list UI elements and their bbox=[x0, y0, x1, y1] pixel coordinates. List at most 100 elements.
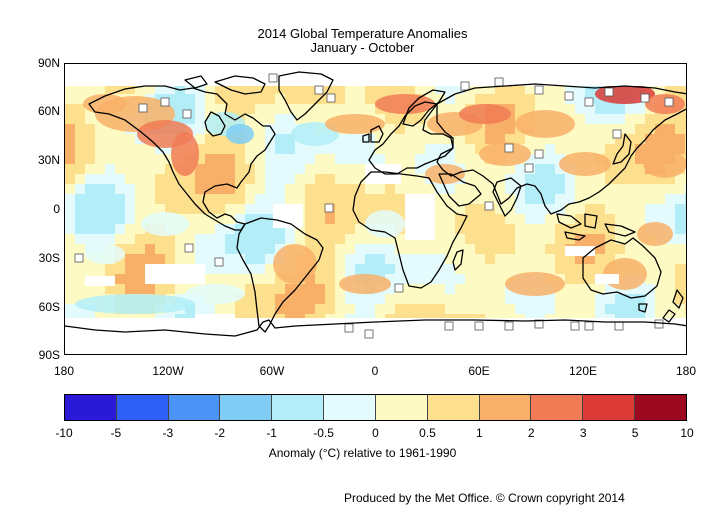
grid-cell bbox=[635, 304, 646, 315]
missing-data-region bbox=[273, 204, 303, 228]
grid-cell bbox=[415, 84, 426, 95]
grid-cell bbox=[395, 234, 406, 245]
grid-cell bbox=[415, 134, 426, 145]
grid-cell bbox=[65, 194, 76, 205]
grid-cell bbox=[675, 274, 686, 285]
grid-cell bbox=[375, 234, 386, 245]
grid-cell bbox=[385, 294, 396, 305]
grid-cell bbox=[675, 204, 686, 215]
grid-cell bbox=[135, 174, 146, 185]
missing-data-square bbox=[494, 77, 504, 87]
grid-cell bbox=[615, 124, 626, 135]
grid-cell bbox=[235, 174, 246, 185]
grid-cell bbox=[485, 84, 496, 95]
grid-cell bbox=[315, 184, 326, 195]
grid-cell bbox=[75, 304, 86, 315]
grid-cell bbox=[605, 114, 616, 125]
grid-cell bbox=[195, 134, 206, 145]
grid-cell bbox=[335, 214, 346, 225]
grid-cell bbox=[465, 294, 476, 305]
grid-cell bbox=[485, 164, 496, 175]
grid-cell bbox=[315, 284, 326, 295]
grid-cell bbox=[275, 304, 286, 315]
missing-data-square bbox=[534, 149, 544, 159]
missing-data-square bbox=[584, 321, 594, 331]
grid-cell bbox=[225, 224, 236, 235]
grid-cell bbox=[295, 114, 306, 125]
grid-cell bbox=[395, 134, 406, 145]
grid-cell bbox=[595, 194, 606, 205]
grid-cell bbox=[175, 284, 186, 295]
grid-cell bbox=[665, 84, 676, 95]
grid-cell bbox=[405, 154, 416, 165]
grid-cell bbox=[255, 274, 266, 285]
grid-cell bbox=[475, 254, 486, 265]
grid-cell bbox=[315, 254, 326, 265]
grid-cell bbox=[205, 194, 216, 205]
lon-label-120e: 120E bbox=[568, 364, 598, 378]
coast-scandinavia bbox=[402, 89, 446, 127]
grid-cell bbox=[225, 214, 236, 225]
grid-cell bbox=[605, 104, 616, 115]
grid-cell bbox=[285, 124, 296, 135]
grid-cell bbox=[615, 164, 626, 175]
grid-cell bbox=[685, 124, 686, 135]
grid-cell bbox=[575, 94, 586, 105]
anomaly-map bbox=[64, 63, 687, 355]
grid-cell bbox=[305, 144, 316, 155]
grid-cell bbox=[435, 154, 446, 165]
grid-cell bbox=[85, 214, 96, 225]
grid-cell bbox=[265, 94, 276, 105]
missing-data-square bbox=[74, 253, 84, 263]
grid-cell bbox=[565, 144, 576, 155]
grid-cell bbox=[355, 134, 366, 145]
grid-cell bbox=[435, 274, 446, 285]
lat-label-60s: 60S bbox=[38, 300, 60, 314]
grid-cell bbox=[635, 134, 646, 145]
grid-cell bbox=[75, 194, 86, 205]
missing-data-region bbox=[65, 64, 686, 86]
grid-cell bbox=[245, 214, 256, 225]
grid-cell bbox=[315, 164, 326, 175]
grid-cell bbox=[125, 134, 136, 145]
grid-cell bbox=[465, 274, 476, 285]
grid-cell bbox=[665, 114, 676, 125]
lon-label-60e: 60E bbox=[468, 364, 490, 378]
grid-cell bbox=[335, 274, 346, 285]
grid-cell bbox=[365, 144, 376, 155]
grid-cell bbox=[365, 244, 376, 255]
grid-cell bbox=[375, 144, 386, 155]
colorbar-tick-label: -10 bbox=[55, 426, 73, 440]
grid-cell bbox=[255, 84, 266, 95]
anomaly-feature bbox=[515, 110, 575, 138]
grid-cell bbox=[325, 254, 336, 265]
grid-cell bbox=[185, 234, 196, 245]
grid-cell bbox=[635, 214, 646, 225]
grid-cell bbox=[375, 194, 386, 205]
grid-cell bbox=[385, 204, 396, 215]
grid-cell bbox=[675, 304, 686, 315]
grid-cell bbox=[365, 264, 376, 275]
grid-cell bbox=[205, 94, 216, 105]
grid-cell bbox=[195, 304, 206, 315]
grid-cell bbox=[475, 184, 486, 195]
grid-cell bbox=[205, 84, 216, 95]
grid-cell bbox=[75, 294, 86, 305]
grid-cell bbox=[335, 294, 346, 305]
grid-cell bbox=[95, 84, 106, 95]
grid-cell bbox=[305, 204, 316, 215]
grid-cell bbox=[605, 184, 616, 195]
grid-cell bbox=[115, 174, 126, 185]
grid-cell bbox=[65, 214, 76, 225]
grid-cell bbox=[585, 214, 596, 225]
grid-cell bbox=[505, 84, 516, 95]
grid-cell bbox=[295, 94, 306, 105]
grid-cell bbox=[225, 194, 236, 205]
grid-cell bbox=[535, 234, 546, 245]
grid-cell bbox=[95, 154, 106, 165]
grid-cell bbox=[565, 174, 576, 185]
grid-cell bbox=[625, 194, 636, 205]
grid-cell bbox=[135, 224, 146, 235]
grid-cell bbox=[255, 114, 266, 125]
grid-cell bbox=[145, 144, 156, 155]
